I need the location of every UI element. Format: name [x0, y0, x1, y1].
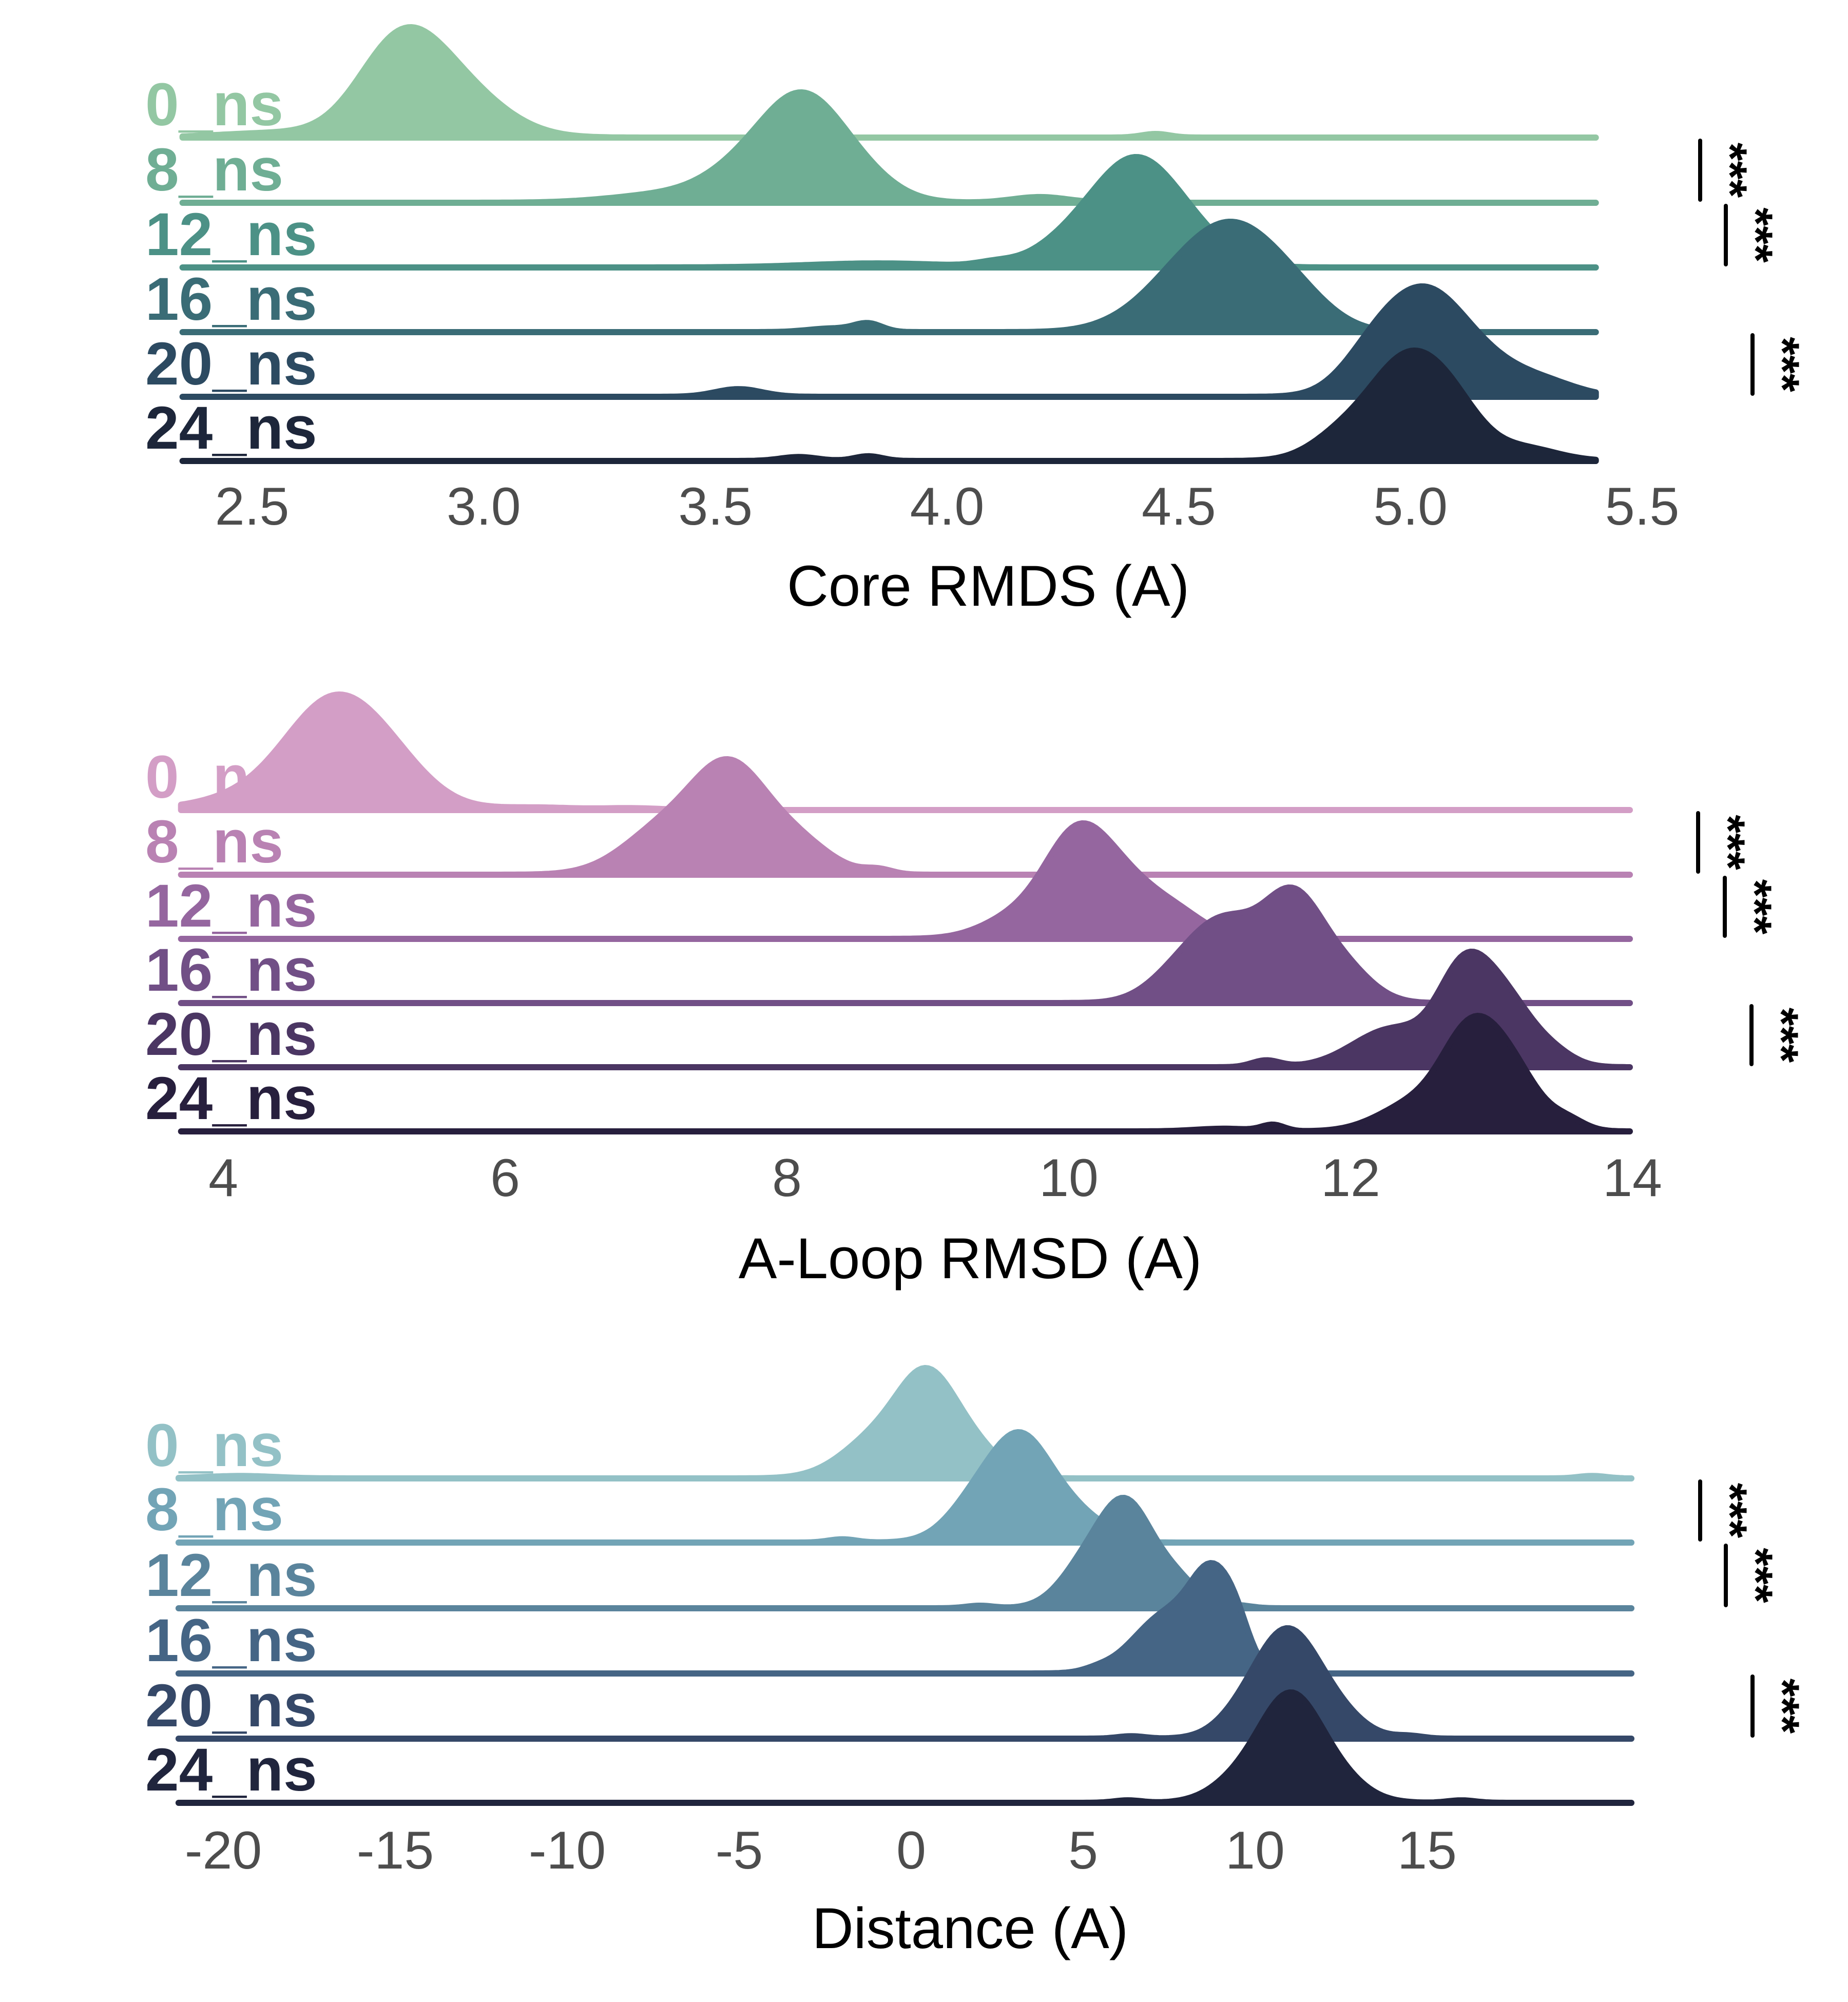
y-category-label: 16_ns — [145, 1607, 317, 1674]
x-tick-label: -20 — [185, 1821, 262, 1880]
density-ridge-0_ns — [175, 1365, 1626, 1481]
x-tick-label: 3.0 — [447, 477, 521, 536]
x-tick-label: 0 — [896, 1821, 926, 1880]
significance-label: *** — [1756, 1679, 1808, 1734]
y-category-label: 20_ns — [145, 1672, 317, 1740]
y-category-label: 8_ns — [145, 1476, 283, 1544]
ridges — [179, 24, 1599, 464]
y-category-label: 0_ns — [145, 743, 283, 811]
x-tick-label: 5 — [1068, 1821, 1098, 1880]
x-tick-label: 10 — [1039, 1148, 1099, 1208]
x-axis-title: Distance (A) — [812, 1896, 1128, 1960]
y-category-label: 24_ns — [145, 394, 317, 462]
density-ridge-24_ns — [179, 348, 1599, 464]
x-tick-label: 5.5 — [1605, 477, 1680, 536]
ridges — [175, 1365, 1634, 1806]
significance-label: *** — [1756, 337, 1808, 392]
y-category-label: 20_ns — [145, 330, 317, 398]
x-tick-label: 5.0 — [1373, 477, 1448, 536]
density-ridge-12_ns — [179, 154, 1599, 271]
density-ridge-12_ns — [175, 1495, 1626, 1611]
x-tick-label: 6 — [490, 1148, 520, 1208]
y-category-label: 24_ns — [145, 1065, 317, 1132]
ridges — [178, 691, 1633, 1134]
panel-aloop-rmsd: A-Loop RMSD (A) 0_ns8_ns12_ns16_ns20_ns2… — [145, 691, 1807, 1291]
x-tick-label: 4.0 — [910, 477, 985, 536]
y-category-label: 16_ns — [145, 265, 317, 333]
y-category-label: 12_ns — [145, 1542, 317, 1609]
significance-label: *** — [1704, 143, 1756, 198]
density-ridge-16_ns — [175, 1560, 1626, 1677]
x-tick-label: -10 — [529, 1821, 606, 1880]
significance-label: *** — [1729, 207, 1782, 263]
x-axis-title: A-Loop RMSD (A) — [739, 1226, 1202, 1291]
x-tick-label: 15 — [1397, 1821, 1457, 1880]
x-tick-label: -15 — [357, 1821, 434, 1880]
x-tick-label: 8 — [772, 1148, 802, 1208]
y-category-label: 0_ns — [145, 71, 283, 139]
significance-label: *** — [1702, 815, 1754, 870]
significance-label: *** — [1704, 1483, 1756, 1538]
density-ridge-0_ns — [178, 691, 1629, 813]
x-axis-title: Core RMDS (A) — [787, 554, 1189, 618]
density-ridge-0_ns — [179, 24, 1599, 141]
x-tick-label: 4.5 — [1142, 477, 1216, 536]
y-category-label: 8_ns — [145, 808, 283, 876]
y-category-label: 8_ns — [145, 136, 283, 204]
panel-distance: Distance (A) 0_ns8_ns12_ns16_ns20_ns24_n… — [145, 1365, 1808, 1960]
y-category-label: 24_ns — [145, 1736, 317, 1804]
x-tick-label: 14 — [1603, 1148, 1662, 1208]
x-tick-label: 10 — [1225, 1821, 1285, 1880]
density-ridge-24_ns — [175, 1689, 1626, 1806]
y-category-label: 0_ns — [145, 1412, 283, 1479]
y-category-label: 12_ns — [145, 201, 317, 268]
x-tick-label: -5 — [716, 1821, 763, 1880]
significance-label: *** — [1729, 1548, 1782, 1603]
x-tick-label: 3.5 — [678, 477, 753, 536]
density-ridge-20_ns — [178, 949, 1629, 1070]
density-ridge-12_ns — [178, 820, 1629, 942]
y-category-label: 16_ns — [145, 936, 317, 1004]
x-tick-label: 12 — [1321, 1148, 1380, 1208]
x-tick-label: 2.5 — [215, 477, 290, 536]
y-category-label: 20_ns — [145, 1000, 317, 1068]
y-category-label: 12_ns — [145, 872, 317, 940]
x-tick-label: 4 — [208, 1148, 238, 1208]
panel-core-rmsd: Core RMDS (A) 0_ns8_ns12_ns16_ns20_ns24_… — [145, 24, 1808, 618]
density-ridge-16_ns — [178, 884, 1629, 1006]
significance-label: *** — [1755, 1008, 1807, 1063]
significance-label: *** — [1728, 879, 1781, 935]
density-ridge-20_ns — [175, 1625, 1626, 1742]
